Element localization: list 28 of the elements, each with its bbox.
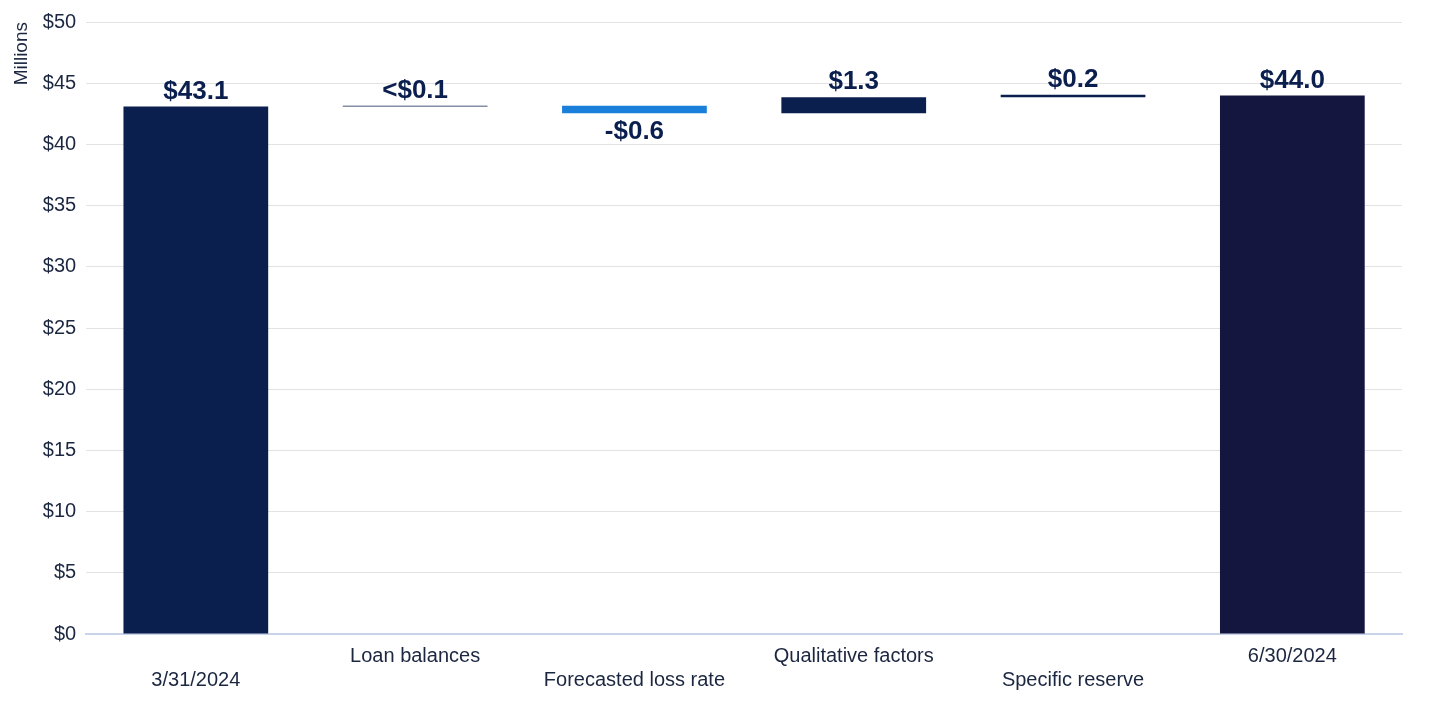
data-label: <$0.1 <box>382 74 449 105</box>
data-label: $44.0 <box>1259 63 1325 94</box>
y-tick-label: $25 <box>42 315 77 338</box>
data-label: $1.3 <box>828 65 880 96</box>
y-tick-label: $35 <box>42 193 77 216</box>
x-tick-label: 6/30/2024 <box>1247 643 1337 666</box>
y-tick-label: $40 <box>42 131 77 154</box>
x-tick-label: 3/31/2024 <box>151 667 241 690</box>
data-label: -$0.6 <box>604 115 665 146</box>
bar <box>781 97 927 114</box>
y-tick-label: $45 <box>42 70 77 93</box>
x-tick-label: Forecasted loss rate <box>543 667 726 690</box>
y-axis-title: Millions <box>9 22 31 86</box>
y-tick-label: $0 <box>53 621 77 644</box>
bar <box>1219 95 1365 634</box>
data-label: $0.2 <box>1047 63 1099 93</box>
bar <box>562 105 707 114</box>
y-tick-label: $30 <box>42 254 77 277</box>
data-label: $43.1 <box>163 74 229 105</box>
y-tick-label: $5 <box>53 560 77 583</box>
y-tick-label: $50 <box>42 9 77 32</box>
x-tick-label: Loan balances <box>350 643 481 666</box>
x-tick-label: Specific reserve <box>1001 667 1145 690</box>
x-tick-label: Qualitative factors <box>773 643 934 666</box>
y-tick-label: $15 <box>42 437 77 460</box>
y-tick-label: $20 <box>42 376 77 399</box>
bar <box>123 106 269 634</box>
y-tick-label: $10 <box>42 499 77 522</box>
